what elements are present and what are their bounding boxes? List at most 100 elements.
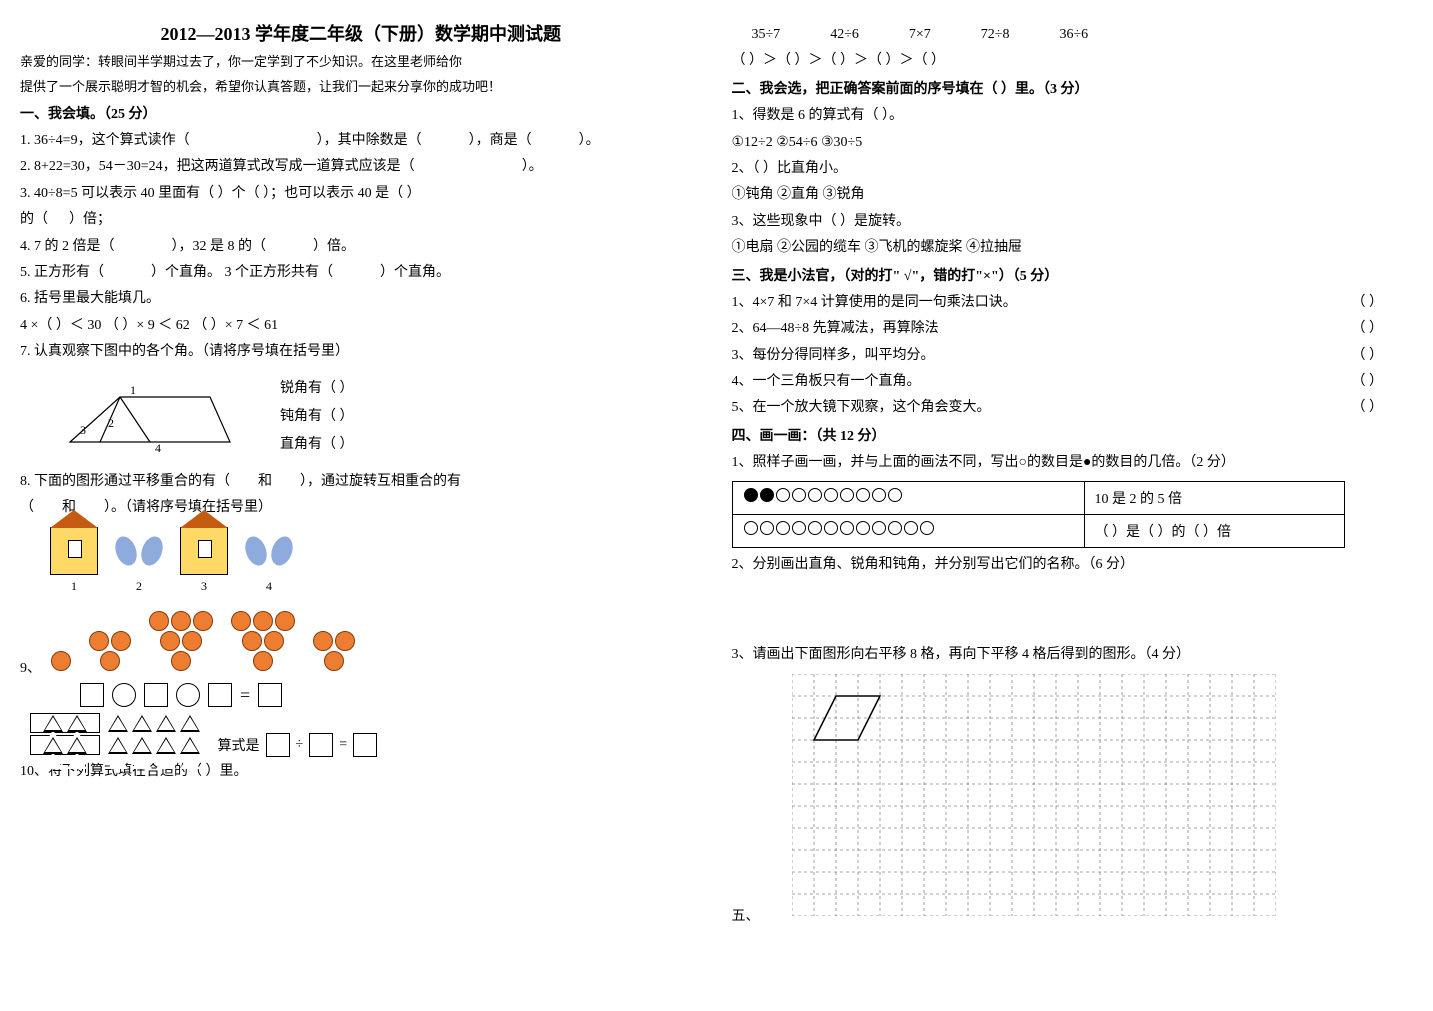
shape-equation-1: = bbox=[80, 683, 702, 707]
ratio-text-2: （ ）是（ ）的（ ）倍 bbox=[1084, 514, 1344, 547]
circle-icon bbox=[112, 683, 136, 707]
s3-l5: 5、在一个放大镜下观察，这个角会变大。（ ） bbox=[732, 397, 1414, 419]
butterfly-2: 2 bbox=[116, 528, 162, 574]
q3: 3. 40÷8=5 可以表示 40 里面有（ ）个（ ）；也可以表示 40 是（… bbox=[20, 183, 702, 205]
q8-b: 和 bbox=[258, 474, 272, 489]
q2: 2. 8+22=30，54－30=24，把这两道算式改写成一道算式应该是（ ）。 bbox=[20, 156, 702, 178]
q4-b: ），32 是 8 的（ bbox=[172, 239, 267, 254]
dots-cell-1 bbox=[732, 481, 1084, 514]
comparison-blanks: （ ）＞（ ）＞（ ）＞（ ）＞（ ） bbox=[732, 50, 1414, 72]
q3-d: ） bbox=[407, 186, 421, 201]
q5: 5. 正方形有（ ）个直角。 3 个正方形共有（ ）个直角。 bbox=[20, 262, 702, 284]
q3-e: 的（ bbox=[20, 212, 48, 227]
q5-a: 5. 正方形有（ bbox=[20, 265, 104, 280]
triangle-rows: 算式是 ÷ = bbox=[30, 713, 702, 757]
intro-line-2: 提供了一个展示聪明才智的机会，希望你认真答题，让我们一起来分享你的成功吧！ bbox=[20, 77, 702, 98]
dots-cell-2 bbox=[732, 514, 1084, 547]
q1: 1. 36÷4=9，这个算式读作（ ），其中除数是（ ），商是（ ）。 bbox=[20, 130, 702, 152]
circle-icon bbox=[176, 683, 200, 707]
paren-blank: （ ） bbox=[1352, 371, 1384, 393]
square-icon bbox=[144, 683, 168, 707]
s3-l1: 1、4×7 和 7×4 计算使用的是同一句乘法口诀。 （ ） bbox=[732, 292, 1414, 314]
s3-l1-text: 1、4×7 和 7×4 计算使用的是同一句乘法口诀。 bbox=[732, 292, 1017, 314]
svg-text:4: 4 bbox=[155, 441, 161, 455]
q6: 6. 括号里最大能填几。 bbox=[20, 288, 702, 310]
s3-l2-text: 2、64—48÷8 先算减法，再算除法 bbox=[732, 318, 939, 340]
svg-text:3: 3 bbox=[80, 423, 86, 437]
q8-cont: （ 和 ）。（请将序号填在括号里） bbox=[20, 497, 702, 519]
houses-row: 1 2 3 4 bbox=[50, 527, 702, 575]
q3-c: ）；也可以表示 40 是（ bbox=[263, 186, 403, 201]
translation-grid bbox=[792, 674, 1414, 916]
expr-a: 35÷7 bbox=[752, 24, 781, 46]
q8: 8. 下面的图形通过平移重合的有（ 和 ），通过旋转互相重合的有 bbox=[20, 471, 702, 493]
s3-l3: 3、每份分得同样多，叫平均分。（ ） bbox=[732, 345, 1414, 367]
expr-e: 36÷6 bbox=[1059, 24, 1088, 46]
ratio-text-1: 10 是 2 的 5 倍 bbox=[1084, 481, 1344, 514]
s2-q3-opts: ①电扇 ②公园的缆车 ③飞机的螺旋桨 ④拉抽屉 bbox=[732, 237, 1414, 259]
orange-pyramids bbox=[51, 611, 355, 671]
q5-c: ）个直角。 bbox=[380, 265, 450, 280]
obtuse-label: 钝角有（ ） bbox=[280, 406, 354, 428]
s4-q1: 1、照样子画一画，并与上面的画法不同，写出○的数目是●的数目的几倍。（2 分） bbox=[732, 452, 1414, 474]
grid-svg bbox=[792, 674, 1276, 916]
q3-a: 3. 40÷8=5 可以表示 40 里面有（ bbox=[20, 186, 214, 201]
square-icon bbox=[80, 683, 104, 707]
s2-q2: 2、（ ）比直角小。 bbox=[732, 158, 1414, 180]
paren-blank: （ ） bbox=[1352, 345, 1384, 367]
ratio-table: 10 是 2 的 5 倍 （ ）是（ ）的（ ）倍 bbox=[732, 481, 1345, 548]
q3-b: ）个（ bbox=[218, 186, 260, 201]
house-3: 3 bbox=[180, 527, 228, 575]
s2-q2-opts: ①钝角 ②直角 ③锐角 bbox=[732, 184, 1414, 206]
section-4-header: 四、画一画：（共 12 分） bbox=[732, 426, 1414, 448]
s4-q2: 2、分别画出直角、锐角和钝角，并分别写出它们的名称。（6 分） bbox=[732, 554, 1414, 576]
top-expressions: 35÷7 42÷6 7×7 72÷8 36÷6 bbox=[732, 24, 1414, 46]
expr-c: 7×7 bbox=[909, 24, 931, 46]
q4-c: ）倍。 bbox=[313, 239, 355, 254]
q2-b: ）。 bbox=[522, 159, 543, 174]
q3-f: ）倍； bbox=[69, 212, 111, 227]
table-row: （ ）是（ ）的（ ）倍 bbox=[732, 514, 1344, 547]
paren-blank: （ ） bbox=[1352, 318, 1384, 340]
butterfly-4: 4 bbox=[246, 528, 292, 574]
s3-l4: 4、一个三角板只有一个直角。（ ） bbox=[732, 371, 1414, 393]
s3-l2: 2、64—48÷8 先算减法，再算除法 （ ） bbox=[732, 318, 1414, 340]
q7: 7. 认真观察下图中的各个角。（请将序号填在括号里） bbox=[20, 341, 702, 363]
svg-text:2: 2 bbox=[108, 416, 114, 430]
square-icon bbox=[266, 733, 290, 757]
svg-text:1: 1 bbox=[130, 383, 136, 397]
q1-d: ）。 bbox=[579, 133, 600, 148]
square-icon bbox=[309, 733, 333, 757]
house-1: 1 bbox=[50, 527, 98, 575]
q8-a: 8. 下面的图形通过平移重合的有（ bbox=[20, 474, 230, 489]
tri-group-boxed bbox=[30, 735, 100, 755]
q4-a: 4. 7 的 2 倍是（ bbox=[20, 239, 115, 254]
q3-cont: 的（ ）倍； bbox=[20, 209, 702, 231]
q9-label: 9、 bbox=[20, 657, 41, 677]
paren-blank: （ ） bbox=[1352, 292, 1384, 314]
right-column: 35÷7 42÷6 7×7 72÷8 36÷6 （ ）＞（ ）＞（ ）＞（ ）＞… bbox=[732, 20, 1414, 933]
paren-blank: （ ） bbox=[1352, 397, 1384, 419]
acute-label: 锐角有（ ） bbox=[280, 378, 354, 400]
intro-line-1: 亲爱的同学：转眼间半学期过去了，你一定学到了不少知识。在这里老师给你 bbox=[20, 52, 702, 73]
s2-q1-opts: ①12÷2 ②54÷6 ③30÷5 bbox=[732, 132, 1414, 154]
q1-a: 1. 36÷4=9，这个算式读作（ bbox=[20, 133, 190, 148]
divide-sign: ÷ bbox=[296, 737, 304, 753]
q1-b: ），其中除数是（ bbox=[317, 133, 422, 148]
q8-d: （ bbox=[20, 500, 34, 515]
s2-q1: 1、得数是 6 的算式有（ ）。 bbox=[732, 105, 1414, 127]
expr-d: 72÷8 bbox=[981, 24, 1010, 46]
expr-label: 算式是 bbox=[218, 735, 260, 755]
angle-labels: 锐角有（ ） 钝角有（ ） 直角有（ ） bbox=[280, 372, 354, 463]
right-label: 直角有（ ） bbox=[280, 434, 354, 456]
section-1-header: 一、我会填。（25 分） bbox=[20, 104, 702, 126]
square-icon bbox=[353, 733, 377, 757]
left-column: 2012—2013 学年度二年级（下册）数学期中测试题 亲爱的同学：转眼间半学期… bbox=[20, 20, 702, 933]
page-title: 2012—2013 学年度二年级（下册）数学期中测试题 bbox=[20, 20, 702, 46]
equals-sign: = bbox=[339, 737, 347, 753]
expr-b: 42÷6 bbox=[830, 24, 859, 46]
section-5: 五、 bbox=[732, 906, 1414, 928]
table-row: 10 是 2 的 5 倍 bbox=[732, 481, 1344, 514]
section-2-header: 二、我会选，把正确答案前面的序号填在（ ）里。（3 分） bbox=[732, 79, 1414, 101]
q2-a: 2. 8+22=30，54－30=24，把这两道算式改写成一道算式应该是（ bbox=[20, 159, 415, 174]
